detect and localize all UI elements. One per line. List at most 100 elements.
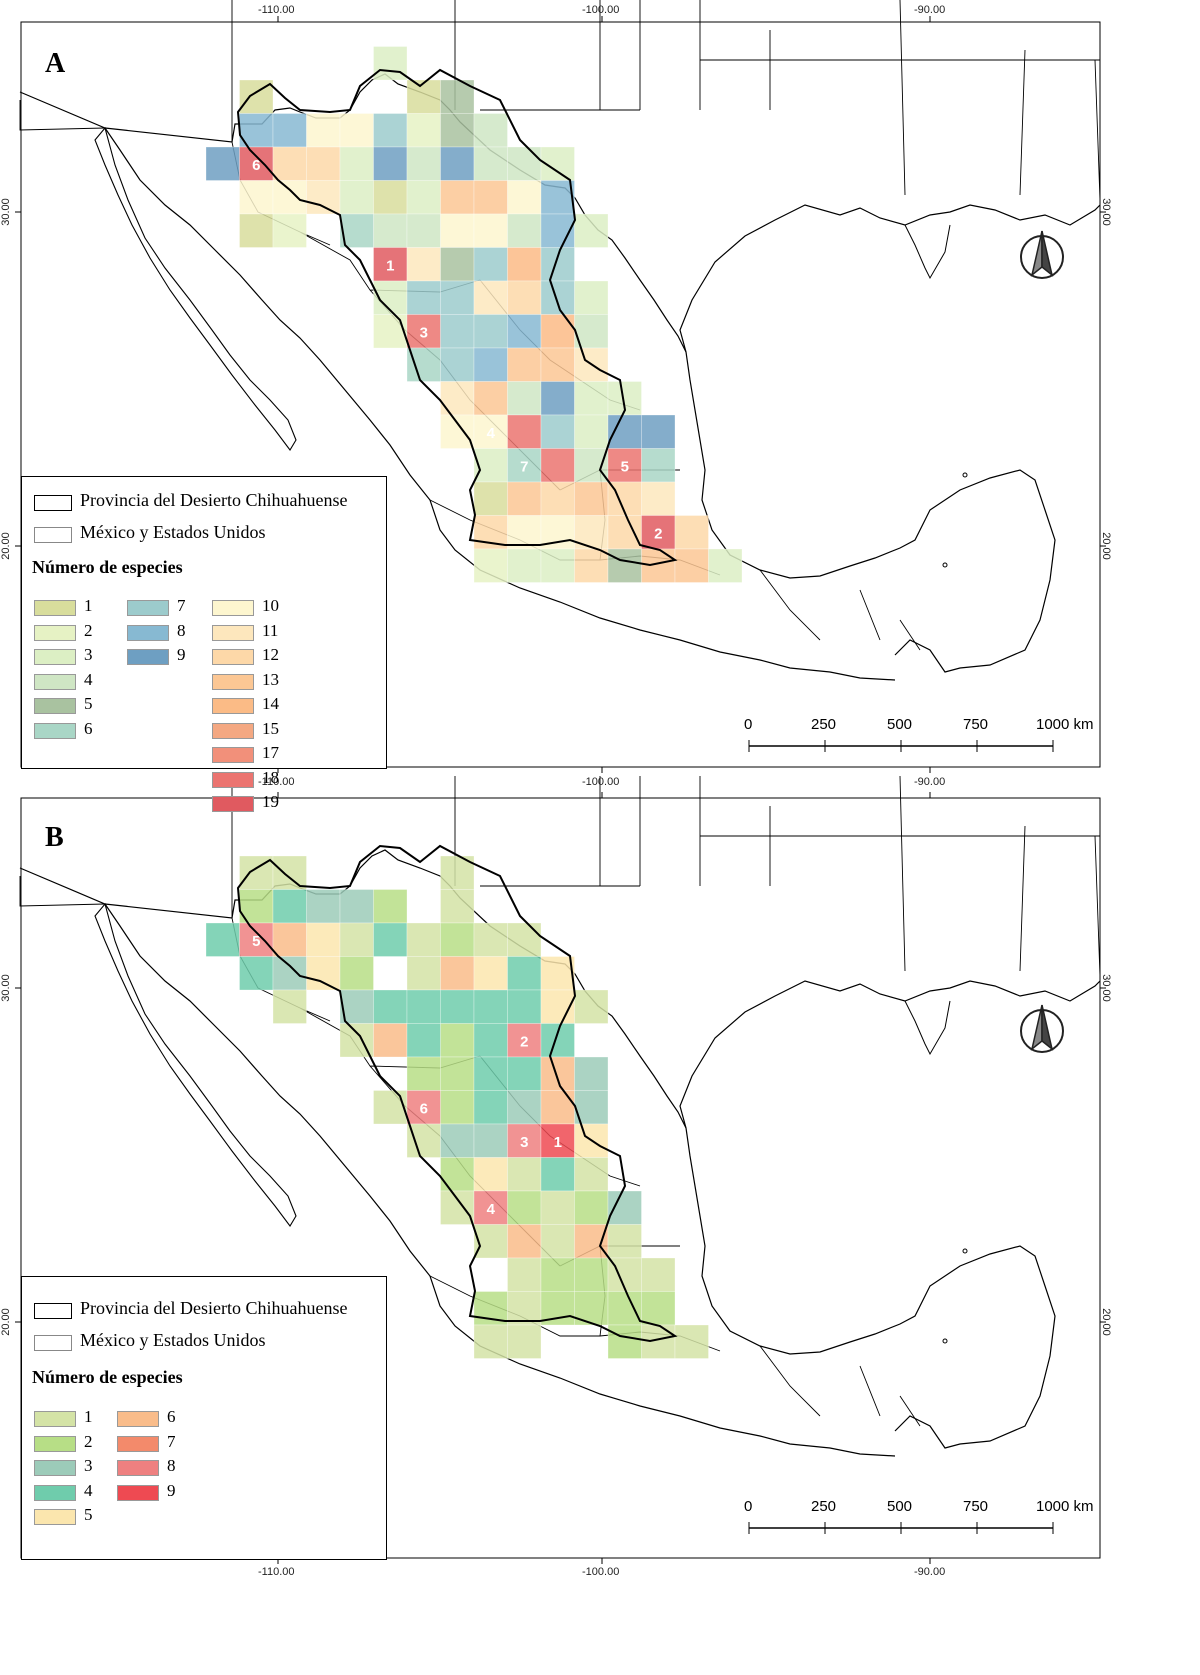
hotspot-label: 4: [487, 425, 496, 442]
grid-cell: [406, 213, 441, 248]
grid-cell: [373, 314, 408, 349]
coord-top-a-2: -100.00: [582, 4, 620, 16]
grid-cell: [540, 347, 575, 382]
grid-cell: [574, 1190, 609, 1225]
legend-title: Número de especies: [32, 557, 183, 577]
grid-cell: [406, 989, 441, 1024]
grid-cell: [440, 1090, 475, 1125]
grid-cell: [473, 1123, 508, 1158]
grid-cell: [339, 922, 374, 957]
grid-cell: [373, 213, 408, 248]
legend-label-7: 7: [167, 1431, 176, 1451]
grid-cell: [607, 1224, 642, 1259]
grid-cell: [272, 855, 307, 890]
coord-left-a-1: 30.00: [0, 198, 12, 226]
grid-cell: [373, 922, 408, 957]
hotspot-label: 6: [420, 1100, 428, 1117]
legend-label-11: 11: [262, 620, 279, 640]
coord-top-a-3: -90.00: [914, 4, 946, 16]
hotspot-label: 3: [420, 324, 428, 341]
legend-swatch-1: [34, 600, 76, 616]
grid-cell: [272, 180, 307, 215]
grid-cell: [540, 247, 575, 282]
legend-swatch-11: [212, 624, 254, 641]
grid-cell: [540, 381, 575, 416]
grid-cell: [306, 922, 341, 957]
legend-swatch-2: [34, 624, 76, 641]
hotspot-label: 5: [621, 458, 629, 475]
grid-cell: [205, 146, 240, 181]
grid-cell: [507, 1123, 542, 1158]
legend-label-2: 2: [84, 1431, 93, 1451]
grid-cell: [339, 180, 374, 215]
grid-cell: [373, 247, 408, 282]
grid-cell: [306, 113, 341, 148]
hotspot-label: 2: [654, 525, 662, 542]
grid-cell: [574, 213, 609, 248]
legend-label-8: 8: [177, 620, 186, 640]
legend-label-3: 3: [84, 1456, 93, 1475]
grid-cell: [507, 414, 542, 449]
legend-b: Provincia del Desierto Chihuahuense Méxi…: [21, 1276, 387, 1560]
grid-cell: [540, 1257, 575, 1292]
grid-cell: [574, 381, 609, 416]
scale-750-a: 750: [963, 716, 989, 733]
coord-bottom-a-3: -90.00: [914, 776, 946, 788]
grid-cell: [373, 46, 408, 81]
grid-cell: [641, 1324, 676, 1359]
grid-cell: [473, 314, 508, 349]
legend-swatch-8: [117, 1460, 159, 1476]
legend-label-9: 9: [167, 1480, 176, 1500]
grid-cell: [641, 414, 676, 449]
grid-cell: [540, 180, 575, 215]
coord-left-b-2: 20.00: [0, 1308, 12, 1336]
legend-label-15: 15: [262, 718, 279, 738]
grid-cell: [406, 1056, 441, 1091]
grid-cell: [507, 247, 542, 282]
grid-cell: [373, 989, 408, 1024]
grid-cell: [674, 548, 709, 583]
legend-swatch-12: [212, 649, 254, 665]
legend-label-18: 18: [262, 767, 279, 787]
grid-cell: [507, 1023, 542, 1058]
grid-cell: [339, 113, 374, 148]
grid-cell: [440, 314, 475, 349]
legend-swatch-6: [117, 1411, 159, 1427]
scale-750-b: 750: [963, 1498, 989, 1515]
legend-swatch-1: [34, 1411, 76, 1427]
grid-cell: [507, 213, 542, 248]
hotspot-label: 3: [520, 1134, 528, 1151]
grid-cell: [607, 1291, 642, 1326]
grid-cell: [339, 889, 374, 924]
grid-cell: [239, 180, 274, 215]
grid-cell: [440, 889, 475, 924]
grid-cell: [440, 1023, 475, 1058]
grid-cell: [440, 956, 475, 991]
legend-label-6: 6: [84, 718, 93, 738]
grid-cell: [440, 1056, 475, 1091]
grid-cell: [540, 1090, 575, 1125]
grid-cell: [440, 146, 475, 181]
grid-cell: [272, 922, 307, 957]
countries-swatch: [34, 527, 72, 543]
legend-label-8: 8: [167, 1456, 176, 1475]
grid-cell: [440, 1123, 475, 1158]
grid-cell: [440, 280, 475, 315]
hotspot-label: 7: [520, 458, 528, 475]
grid-cell: [440, 1190, 475, 1225]
grid-cell: [339, 956, 374, 991]
legend-label-19: 19: [262, 792, 279, 811]
grid-cell: [406, 247, 441, 282]
grid-cell: [473, 989, 508, 1024]
coord-bottom-b-1: -110.00: [258, 1566, 295, 1578]
grid-cell: [641, 1291, 676, 1326]
grid-cell: [373, 1023, 408, 1058]
hotspot-label: 5: [252, 933, 260, 950]
grid-cell: [507, 515, 542, 550]
legend-province-label: Provincia del Desierto Chihuahuense: [80, 1298, 348, 1318]
grid-cell: [473, 1023, 508, 1058]
grid-cell: [708, 548, 743, 583]
grid-cell: [406, 280, 441, 315]
grid-cell: [540, 1023, 575, 1058]
grid-cell: [540, 1123, 575, 1158]
